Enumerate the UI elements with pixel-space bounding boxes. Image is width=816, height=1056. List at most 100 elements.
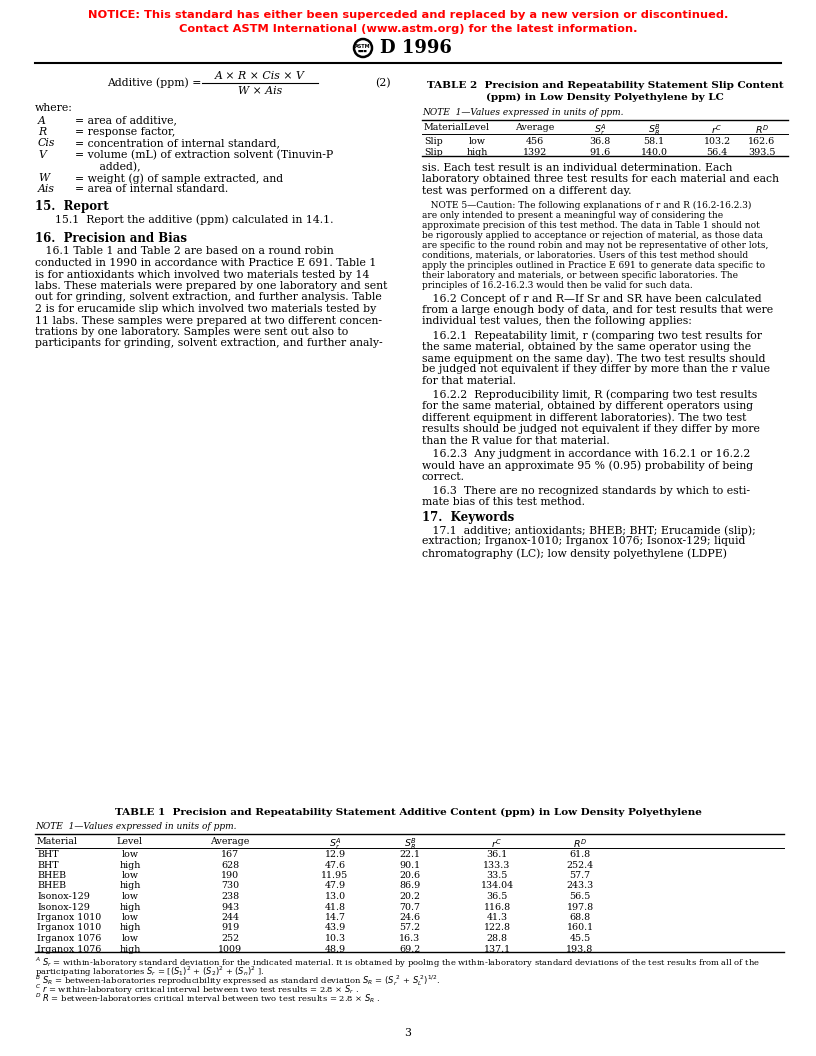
Text: 252: 252	[221, 934, 239, 943]
Text: extraction; Irganox-1010; Irganox 1076; Isonox-129; liquid: extraction; Irganox-1010; Irganox 1076; …	[422, 536, 745, 547]
Text: $^D$ $R$ = between-laboratories critical interval between two test results = 2.8: $^D$ $R$ = between-laboratories critical…	[35, 992, 380, 1005]
Text: 57.7: 57.7	[570, 871, 591, 880]
Text: $S_R^B$: $S_R^B$	[648, 122, 660, 138]
Text: = area of internal standard.: = area of internal standard.	[75, 185, 228, 194]
Text: Slip: Slip	[424, 137, 443, 146]
Text: (2): (2)	[375, 78, 391, 88]
Text: 47.6: 47.6	[325, 861, 345, 869]
Text: Irganox 1010: Irganox 1010	[37, 913, 101, 922]
Text: BHT: BHT	[37, 850, 59, 859]
Text: low: low	[122, 934, 139, 943]
Text: ■■■: ■■■	[358, 49, 368, 53]
Text: 41.3: 41.3	[486, 913, 508, 922]
Text: 133.3: 133.3	[483, 861, 511, 869]
Text: conditions, materials, or laboratories. Users of this test method should: conditions, materials, or laboratories. …	[422, 250, 748, 260]
Text: 197.8: 197.8	[566, 903, 593, 911]
Text: high: high	[119, 924, 140, 932]
Text: TABLE 1  Precision and Repeatability Statement Additive Content (ppm) in Low Den: TABLE 1 Precision and Repeatability Stat…	[114, 808, 702, 817]
Text: Material: Material	[37, 837, 78, 846]
Text: 41.8: 41.8	[325, 903, 345, 911]
Text: 20.6: 20.6	[400, 871, 420, 880]
Text: mate bias of this test method.: mate bias of this test method.	[422, 497, 585, 507]
Text: = response factor,: = response factor,	[75, 127, 175, 137]
Text: 36.8: 36.8	[589, 137, 610, 146]
Text: 17.1  additive; antioxidants; BHEB; BHT; Erucamide (slip);: 17.1 additive; antioxidants; BHEB; BHT; …	[422, 525, 756, 535]
Text: low: low	[122, 850, 139, 859]
Text: Contact ASTM International (www.astm.org) for the latest information.: Contact ASTM International (www.astm.org…	[179, 24, 637, 34]
Text: chromatography (LC); low density polyethylene (LDPE): chromatography (LC); low density polyeth…	[422, 548, 727, 559]
Text: 162.6: 162.6	[748, 137, 776, 146]
Text: 919: 919	[221, 924, 239, 932]
Text: 244: 244	[221, 913, 239, 922]
Text: Irganox 1010: Irganox 1010	[37, 924, 101, 932]
Text: = weight (g) of sample extracted, and: = weight (g) of sample extracted, and	[75, 173, 283, 184]
Text: Irganox 1076: Irganox 1076	[37, 944, 101, 954]
Text: be judged not equivalent if they differ by more than the r value: be judged not equivalent if they differ …	[422, 364, 770, 375]
Text: their laboratory and materials, or between specific laboratories. The: their laboratory and materials, or betwe…	[422, 270, 738, 280]
Text: 116.8: 116.8	[483, 903, 511, 911]
Text: $r^C$: $r^C$	[712, 122, 722, 135]
Text: low: low	[122, 871, 139, 880]
Text: 193.8: 193.8	[566, 944, 593, 954]
Text: 122.8: 122.8	[484, 924, 511, 932]
Text: 137.1: 137.1	[483, 944, 511, 954]
Text: = area of additive,: = area of additive,	[75, 115, 177, 126]
Text: individual test values, then the following applies:: individual test values, then the followi…	[422, 317, 692, 326]
Text: 33.5: 33.5	[486, 871, 508, 880]
Text: Level: Level	[464, 122, 490, 132]
Text: are only intended to present a meaningful way of considering the: are only intended to present a meaningfu…	[422, 210, 723, 220]
Text: would have an approximate 95 % (0.95) probability of being: would have an approximate 95 % (0.95) pr…	[422, 460, 753, 471]
Text: NOTE  1—Values expressed in units of ppm.: NOTE 1—Values expressed in units of ppm.	[422, 108, 623, 117]
Text: BHEB: BHEB	[37, 871, 66, 880]
Text: Irganox 1076: Irganox 1076	[37, 934, 101, 943]
Text: 15.  Report: 15. Report	[35, 200, 109, 213]
Text: trations by one laboratory. Samples were sent out also to: trations by one laboratory. Samples were…	[35, 327, 348, 337]
Text: 22.1: 22.1	[400, 850, 420, 859]
Text: laboratory obtained three test results for each material and each: laboratory obtained three test results f…	[422, 174, 779, 185]
Text: $R^D$: $R^D$	[755, 122, 769, 135]
Text: 16.2.2  Reproducibility limit, R (comparing two test results: 16.2.2 Reproducibility limit, R (compari…	[422, 390, 757, 400]
Text: 58.1: 58.1	[644, 137, 664, 146]
Text: high: high	[119, 903, 140, 911]
Text: 90.1: 90.1	[400, 861, 420, 869]
Text: R: R	[38, 127, 47, 137]
Text: 45.5: 45.5	[570, 934, 591, 943]
Text: 1392: 1392	[523, 148, 547, 157]
Text: = concentration of internal standard,: = concentration of internal standard,	[75, 138, 280, 149]
Text: D 1996: D 1996	[380, 39, 452, 57]
Text: 134.04: 134.04	[481, 882, 513, 890]
Text: W: W	[38, 173, 49, 183]
Text: 16.2 Concept of r and R—If Sr and SR have been calculated: 16.2 Concept of r and R—If Sr and SR hav…	[422, 294, 761, 303]
Text: $S_r^A$: $S_r^A$	[329, 837, 341, 852]
Text: 14.7: 14.7	[325, 913, 345, 922]
Text: 1009: 1009	[218, 944, 242, 954]
Text: added),: added),	[75, 162, 140, 172]
Text: 16.2.1  Repeatability limit, r (comparing two test results for: 16.2.1 Repeatability limit, r (comparing…	[422, 329, 762, 341]
Text: principles of 16.2-16.2.3 would then be valid for such data.: principles of 16.2-16.2.3 would then be …	[422, 281, 693, 289]
Text: 69.2: 69.2	[399, 944, 420, 954]
Text: is for antioxidants which involved two materials tested by 14: is for antioxidants which involved two m…	[35, 269, 370, 280]
Text: Average: Average	[516, 122, 555, 132]
Text: conducted in 1990 in accordance with Practice E 691. Table 1: conducted in 1990 in accordance with Pra…	[35, 258, 376, 268]
Text: 48.9: 48.9	[325, 944, 345, 954]
Text: BHEB: BHEB	[37, 882, 66, 890]
Text: 43.9: 43.9	[325, 924, 346, 932]
Text: correct.: correct.	[422, 472, 465, 482]
Text: 252.4: 252.4	[566, 861, 593, 869]
Text: 393.5: 393.5	[748, 148, 776, 157]
Text: low: low	[468, 137, 486, 146]
Text: high: high	[119, 882, 140, 890]
Text: are specific to the round robin and may not be representative of other lots,: are specific to the round robin and may …	[422, 241, 769, 249]
Text: 103.2: 103.2	[703, 137, 730, 146]
Text: 20.2: 20.2	[400, 892, 420, 901]
Text: BHT: BHT	[37, 861, 59, 869]
Text: high: high	[466, 148, 488, 157]
Text: from a large enough body of data, and for test results that were: from a large enough body of data, and fo…	[422, 305, 773, 315]
Text: = volume (mL) of extraction solvent (Tinuvin-P: = volume (mL) of extraction solvent (Tin…	[75, 150, 333, 161]
Text: W × Ais: W × Ais	[238, 86, 282, 96]
Text: 70.7: 70.7	[400, 903, 420, 911]
Text: Material: Material	[424, 122, 465, 132]
Text: NOTICE: This standard has either been superceded and replaced by a new version o: NOTICE: This standard has either been su…	[88, 10, 728, 20]
Text: 190: 190	[221, 871, 239, 880]
Text: Ais: Ais	[38, 185, 55, 194]
